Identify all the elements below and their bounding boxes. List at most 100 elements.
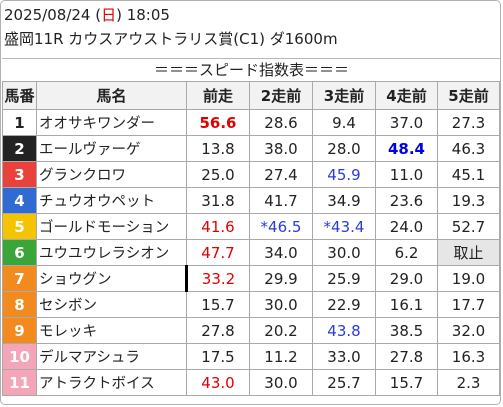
horse-name: モレッキ <box>36 317 187 344</box>
index-cell: 27.3 <box>437 109 500 136</box>
index-cell: 32.0 <box>437 317 500 344</box>
index-cell: 52.7 <box>437 213 500 240</box>
horse-name: ユウユウレラシオン <box>36 239 187 266</box>
index-cell: 15.7 <box>375 369 438 396</box>
index-cell: 19.0 <box>437 265 500 292</box>
horse-number: 3 <box>2 161 37 188</box>
horse-number: 1 <box>2 109 37 136</box>
index-cell: 43.0 <box>186 369 250 396</box>
index-cell: 34.0 <box>249 239 313 266</box>
index-cell: 11.2 <box>249 343 313 370</box>
horse-name: セシボン <box>36 291 187 318</box>
header-row: 馬番 馬名 前走 2走前 3走前 4走前 5走前 <box>2 81 500 110</box>
index-cell: 27.4 <box>249 161 313 188</box>
table-row: 3 グランクロワ 25.0 27.4 45.9 11.0 45.1 <box>2 161 500 188</box>
col-header-last: 前走 <box>186 81 250 110</box>
index-cell: 48.4 <box>375 135 438 162</box>
index-cell: 41.6 <box>186 213 250 240</box>
index-cell: 19.3 <box>437 187 500 214</box>
weekday: 日 <box>101 6 117 24</box>
horse-number: 10 <box>2 343 37 370</box>
horse-number: 8 <box>2 291 37 318</box>
horse-number: 6 <box>2 239 37 266</box>
table-row: 9 モレッキ 27.8 20.2 43.8 38.5 32.0 <box>2 317 500 344</box>
index-cell-cancelled: 取止 <box>437 239 500 266</box>
index-cell: 29.9 <box>249 265 313 292</box>
index-cell: *46.5 <box>249 213 313 240</box>
index-cell: 25.0 <box>186 161 250 188</box>
index-cell: 30.0 <box>249 369 313 396</box>
index-cell: 29.0 <box>375 265 438 292</box>
speed-index-table: 馬番 馬名 前走 2走前 3走前 4走前 5走前 1 オオサキワンダー 56.6… <box>2 81 500 396</box>
index-cell: 31.8 <box>186 187 250 214</box>
index-cell: 34.9 <box>312 187 376 214</box>
col-header-5-ago: 5走前 <box>437 81 500 110</box>
index-cell: 37.0 <box>375 109 438 136</box>
index-cell: 28.0 <box>312 135 376 162</box>
table-row: 5 ゴールドモーション 41.6 *46.5 *43.4 24.0 52.7 <box>2 213 500 240</box>
index-cell: 24.0 <box>375 213 438 240</box>
table-title: ＝＝＝スピード指数表＝＝＝ <box>2 58 501 80</box>
index-cell: 46.3 <box>437 135 500 162</box>
horse-number: 7 <box>2 265 37 292</box>
date-prefix: 2025/08/24 ( <box>4 6 102 24</box>
horse-number: 11 <box>2 369 37 396</box>
index-cell: 30.0 <box>312 239 376 266</box>
index-cell: 17.5 <box>186 343 250 370</box>
index-cell: 25.9 <box>312 265 376 292</box>
horse-number: 2 <box>2 135 37 162</box>
index-cell: 47.7 <box>186 239 250 266</box>
index-cell: 30.0 <box>249 291 313 318</box>
index-cell: *43.4 <box>312 213 376 240</box>
col-header-number: 馬番 <box>2 81 37 110</box>
index-cell: 16.3 <box>437 343 500 370</box>
horse-name: アトラクトボイス <box>36 369 187 396</box>
index-cell: 43.8 <box>312 317 376 344</box>
index-cell: 38.5 <box>375 317 438 344</box>
index-cell: 2.3 <box>437 369 500 396</box>
horse-name: デルマアシュラ <box>36 343 187 370</box>
index-cell: 27.8 <box>186 317 250 344</box>
index-cell: 45.1 <box>437 161 500 188</box>
index-cell: 56.6 <box>186 109 250 136</box>
index-cell: 27.8 <box>375 343 438 370</box>
col-header-name: 馬名 <box>36 81 187 110</box>
horse-number: 5 <box>2 213 37 240</box>
index-cell: 38.0 <box>249 135 313 162</box>
horse-name: チュウオウペット <box>36 187 187 214</box>
table-row: 10 デルマアシュラ 17.5 11.2 33.0 27.8 16.3 <box>2 343 500 370</box>
col-header-4-ago: 4走前 <box>375 81 438 110</box>
index-cell: 20.2 <box>249 317 313 344</box>
horse-number: 9 <box>2 317 37 344</box>
table-row: 6 ユウユウレラシオン 47.7 34.0 30.0 6.2 取止 <box>2 239 500 266</box>
horse-name: ゴールドモーション <box>36 213 187 240</box>
race-datetime: 2025/08/24 (日) 18:05 <box>4 6 170 24</box>
horse-name: ショウグン <box>36 265 188 292</box>
table-row: 7 ショウグン 33.2 29.9 25.9 29.0 19.0 <box>2 265 500 292</box>
index-cell: 22.9 <box>312 291 376 318</box>
table-row: 1 オオサキワンダー 56.6 28.6 9.4 37.0 27.3 <box>2 109 500 136</box>
index-cell: 41.7 <box>249 187 313 214</box>
index-cell: 16.1 <box>375 291 438 318</box>
index-cell: 13.8 <box>186 135 250 162</box>
index-cell: 11.0 <box>375 161 438 188</box>
index-cell: 45.9 <box>312 161 376 188</box>
horse-name: エールヴァーゲ <box>36 135 187 162</box>
index-cell: 33.2 <box>186 265 250 292</box>
table-row: 8 セシボン 15.7 30.0 22.9 16.1 17.7 <box>2 291 500 318</box>
table-row: 11 アトラクトボイス 43.0 30.0 25.7 15.7 2.3 <box>2 369 500 396</box>
index-cell: 28.6 <box>249 109 313 136</box>
index-cell: 15.7 <box>186 291 250 318</box>
race-title: 盛岡11R カウスアウストラリス賞(C1) ダ1600m <box>4 30 338 48</box>
index-cell: 6.2 <box>375 239 438 266</box>
date-suffix: ) 18:05 <box>116 6 170 24</box>
table-row: 2 エールヴァーゲ 13.8 38.0 28.0 48.4 46.3 <box>2 135 500 162</box>
horse-name: グランクロワ <box>36 161 187 188</box>
index-cell: 25.7 <box>312 369 376 396</box>
index-cell: 17.7 <box>437 291 500 318</box>
index-cell: 23.6 <box>375 187 438 214</box>
horse-number: 4 <box>2 187 37 214</box>
col-header-2-ago: 2走前 <box>249 81 313 110</box>
index-cell: 9.4 <box>312 109 376 136</box>
